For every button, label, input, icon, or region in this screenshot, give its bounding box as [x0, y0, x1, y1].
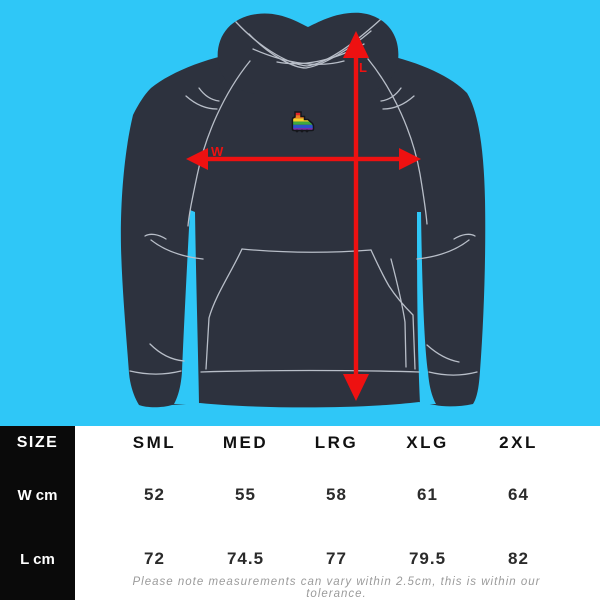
hoodie-body: [120, 47, 486, 408]
size-chart-corner-label: SIZE: [16, 434, 59, 451]
width-values-row: 52 55 58 61 64: [109, 485, 564, 505]
column-header: LRG: [314, 433, 359, 452]
width-row-label: W cm: [17, 487, 58, 504]
length-value: 74.5: [226, 549, 265, 568]
column-header: SML: [132, 433, 177, 452]
column-header: XLG: [406, 433, 449, 452]
hoodie-measurement-diagram: W L: [120, 12, 486, 408]
size-chart-label-column: SIZE W cm L cm: [0, 426, 75, 600]
right-sleeve-gap: [417, 212, 436, 404]
length-value: 77: [326, 549, 347, 568]
width-value: 52: [144, 485, 165, 504]
width-value: 64: [508, 485, 529, 504]
width-value: 55: [235, 485, 256, 504]
length-row-label: L cm: [20, 551, 55, 568]
hem-and-cuff-lines: [129, 369, 478, 376]
width-value: 61: [417, 485, 438, 504]
garment-diagram-section: W L: [0, 0, 600, 426]
left-sleeve-gap: [174, 210, 199, 404]
garment-seam-lines: [144, 19, 476, 368]
size-chart: SIZE W cm L cm SML MED LRG XLG 2XL 52 55…: [0, 426, 600, 600]
length-arrow: [343, 31, 369, 401]
length-value: 82: [508, 549, 529, 568]
length-values-row: 72 74.5 77 79.5 82: [109, 549, 564, 569]
width-arrow: [186, 148, 421, 170]
hood: [217, 12, 399, 95]
column-header: MED: [222, 433, 269, 452]
width-value: 58: [326, 485, 347, 504]
length-arrow-label: L: [359, 60, 367, 75]
width-arrow-label: W: [211, 144, 224, 159]
tolerance-note: Please note measurements can vary within…: [132, 576, 541, 600]
length-value: 72: [144, 549, 165, 568]
size-chart-header-row: SML MED LRG XLG 2XL: [109, 433, 564, 453]
column-header: 2XL: [499, 433, 538, 452]
length-value: 79.5: [408, 549, 447, 568]
